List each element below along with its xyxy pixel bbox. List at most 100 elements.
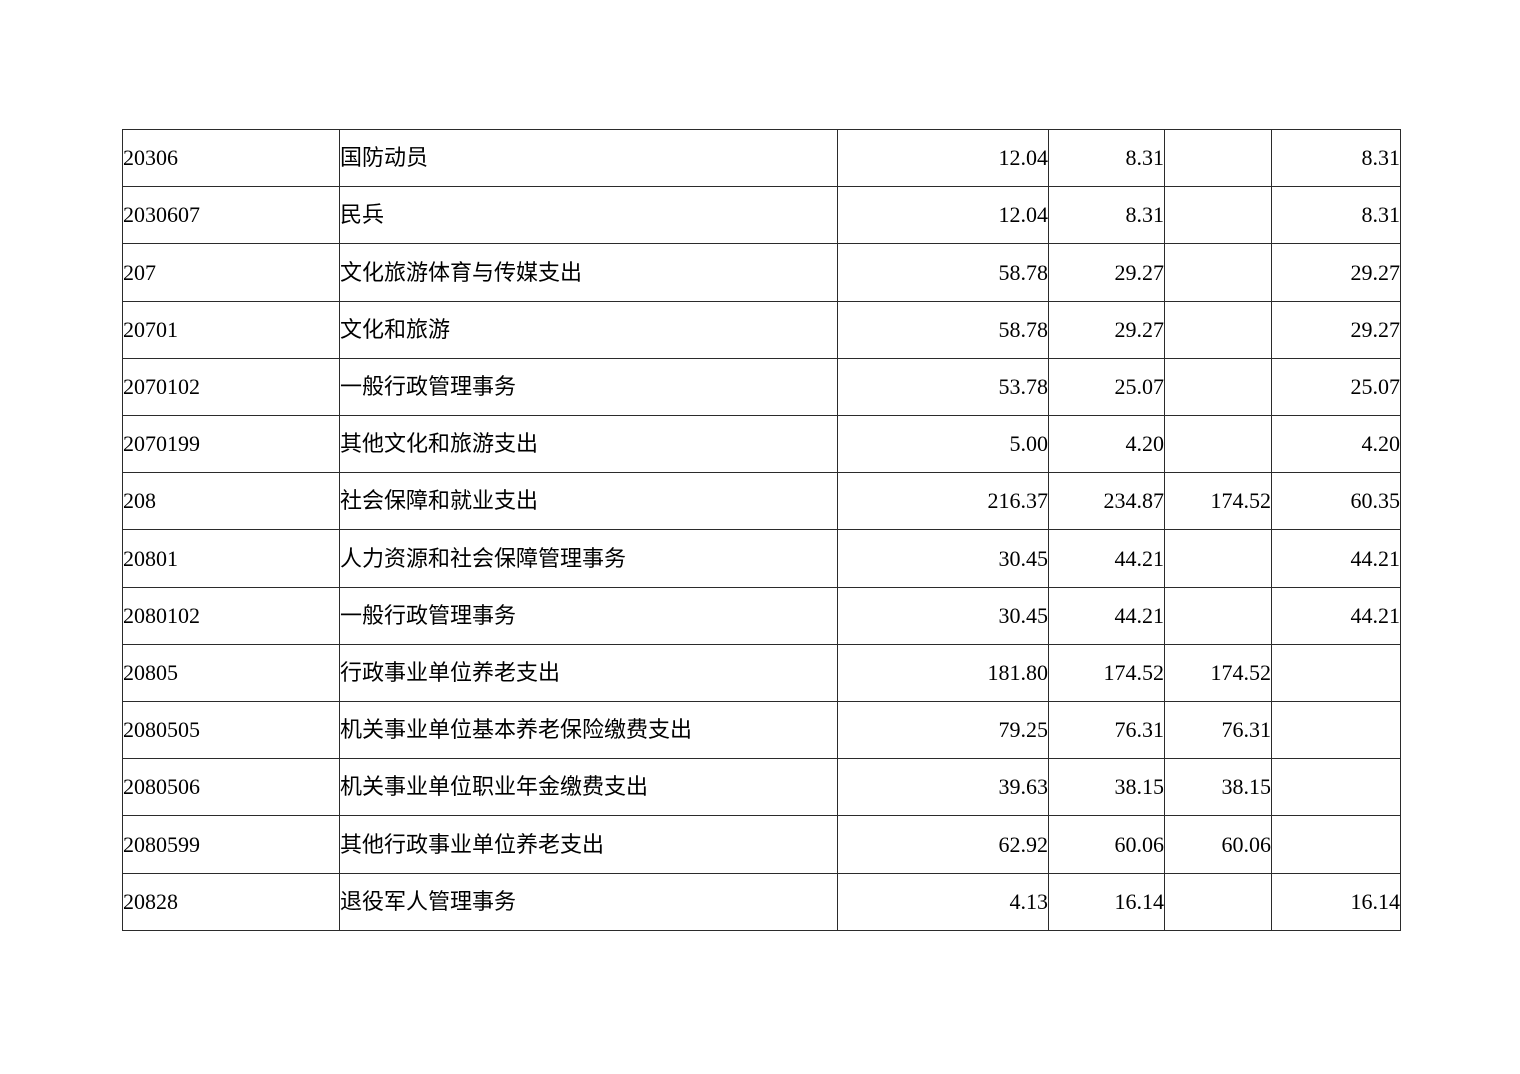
table-row: 20306 国防动员 12.04 8.31 8.31 — [122, 128, 1401, 188]
budget-item-name: 机关事业单位基本养老保险缴费支出 — [339, 701, 838, 760]
table-row: 207 文化旅游体育与传媒支出 58.78 29.27 29.27 — [122, 243, 1401, 302]
budget-item-name: 文化旅游体育与传媒支出 — [339, 243, 838, 302]
budget-item-name: 其他文化和旅游支出 — [339, 415, 838, 474]
budget-code: 20701 — [122, 300, 340, 359]
value-cell: 16.14 — [1271, 872, 1401, 932]
budget-code: 20801 — [122, 529, 340, 588]
value-cell: 234.87 — [1048, 472, 1165, 531]
value-cell: 174.52 — [1164, 643, 1272, 703]
value-cell: 29.27 — [1048, 300, 1165, 359]
budget-code: 2080506 — [122, 758, 340, 817]
budget-code: 208 — [122, 472, 340, 531]
budget-code: 20828 — [122, 872, 340, 932]
value-cell: 39.63 — [837, 758, 1049, 817]
table-row: 20801 人力资源和社会保障管理事务 30.45 44.21 44.21 — [122, 529, 1401, 588]
value-cell: 38.15 — [1048, 758, 1165, 817]
value-cell: 174.52 — [1164, 472, 1272, 531]
budget-code: 20306 — [122, 128, 340, 188]
table-row: 2080506 机关事业单位职业年金缴费支出 39.63 38.15 38.15 — [122, 758, 1401, 817]
budget-item-name: 行政事业单位养老支出 — [339, 643, 838, 703]
budget-item-name: 机关事业单位职业年金缴费支出 — [339, 758, 838, 817]
budget-item-name: 退役军人管理事务 — [339, 872, 838, 932]
value-cell — [1271, 643, 1401, 703]
budget-item-name: 文化和旅游 — [339, 300, 838, 359]
value-cell: 174.52 — [1048, 643, 1165, 703]
value-cell — [1164, 300, 1272, 359]
budget-item-name: 人力资源和社会保障管理事务 — [339, 529, 838, 588]
value-cell — [1164, 529, 1272, 588]
budget-code: 2030607 — [122, 186, 340, 245]
value-cell: 44.21 — [1271, 529, 1401, 588]
value-cell — [1164, 586, 1272, 645]
value-cell — [1164, 872, 1272, 932]
value-cell: 8.31 — [1048, 186, 1165, 245]
value-cell: 76.31 — [1164, 701, 1272, 760]
value-cell: 5.00 — [837, 415, 1049, 474]
value-cell: 44.21 — [1048, 529, 1165, 588]
value-cell: 60.35 — [1271, 472, 1401, 531]
value-cell: 12.04 — [837, 128, 1049, 188]
budget-table: 20306 国防动员 12.04 8.31 8.31 2030607 民兵 12… — [122, 128, 1401, 932]
value-cell: 30.45 — [837, 529, 1049, 588]
value-cell: 29.27 — [1271, 300, 1401, 359]
value-cell: 79.25 — [837, 701, 1049, 760]
budget-code: 2080505 — [122, 701, 340, 760]
budget-code: 2080599 — [122, 815, 340, 874]
value-cell: 4.20 — [1271, 415, 1401, 474]
value-cell: 25.07 — [1271, 357, 1401, 417]
value-cell — [1271, 701, 1401, 760]
budget-item-name: 一般行政管理事务 — [339, 586, 838, 645]
table-row: 20805 行政事业单位养老支出 181.80 174.52 174.52 — [122, 643, 1401, 703]
value-cell — [1271, 815, 1401, 874]
value-cell: 58.78 — [837, 300, 1049, 359]
value-cell: 4.20 — [1048, 415, 1165, 474]
value-cell: 44.21 — [1271, 586, 1401, 645]
budget-code: 2070199 — [122, 415, 340, 474]
value-cell: 30.45 — [837, 586, 1049, 645]
value-cell: 181.80 — [837, 643, 1049, 703]
value-cell — [1271, 758, 1401, 817]
value-cell — [1164, 243, 1272, 302]
table-row: 20701 文化和旅游 58.78 29.27 29.27 — [122, 300, 1401, 359]
value-cell — [1164, 415, 1272, 474]
table-row: 2070102 一般行政管理事务 53.78 25.07 25.07 — [122, 357, 1401, 417]
value-cell: 16.14 — [1048, 872, 1165, 932]
value-cell: 12.04 — [837, 186, 1049, 245]
budget-item-name: 民兵 — [339, 186, 838, 245]
table-row: 20828 退役军人管理事务 4.13 16.14 16.14 — [122, 872, 1401, 932]
value-cell — [1164, 186, 1272, 245]
budget-code: 20805 — [122, 643, 340, 703]
value-cell: 58.78 — [837, 243, 1049, 302]
value-cell: 76.31 — [1048, 701, 1165, 760]
value-cell: 29.27 — [1271, 243, 1401, 302]
budget-item-name: 社会保障和就业支出 — [339, 472, 838, 531]
budget-code: 2080102 — [122, 586, 340, 645]
value-cell: 25.07 — [1048, 357, 1165, 417]
table-row: 208 社会保障和就业支出 216.37 234.87 174.52 60.35 — [122, 472, 1401, 531]
value-cell: 8.31 — [1048, 128, 1165, 188]
table-row: 2070199 其他文化和旅游支出 5.00 4.20 4.20 — [122, 415, 1401, 474]
value-cell: 62.92 — [837, 815, 1049, 874]
value-cell: 8.31 — [1271, 128, 1401, 188]
budget-code: 207 — [122, 243, 340, 302]
value-cell — [1164, 128, 1272, 188]
value-cell: 44.21 — [1048, 586, 1165, 645]
value-cell: 60.06 — [1048, 815, 1165, 874]
value-cell: 53.78 — [837, 357, 1049, 417]
value-cell: 216.37 — [837, 472, 1049, 531]
value-cell: 38.15 — [1164, 758, 1272, 817]
value-cell: 8.31 — [1271, 186, 1401, 245]
table-row: 2080102 一般行政管理事务 30.45 44.21 44.21 — [122, 586, 1401, 645]
budget-code: 2070102 — [122, 357, 340, 417]
budget-item-name: 一般行政管理事务 — [339, 357, 838, 417]
table-row: 2080505 机关事业单位基本养老保险缴费支出 79.25 76.31 76.… — [122, 701, 1401, 760]
value-cell: 4.13 — [837, 872, 1049, 932]
table-row: 2080599 其他行政事业单位养老支出 62.92 60.06 60.06 — [122, 815, 1401, 874]
value-cell — [1164, 357, 1272, 417]
budget-item-name: 其他行政事业单位养老支出 — [339, 815, 838, 874]
value-cell: 29.27 — [1048, 243, 1165, 302]
budget-item-name: 国防动员 — [339, 128, 838, 188]
table-row: 2030607 民兵 12.04 8.31 8.31 — [122, 186, 1401, 245]
value-cell: 60.06 — [1164, 815, 1272, 874]
